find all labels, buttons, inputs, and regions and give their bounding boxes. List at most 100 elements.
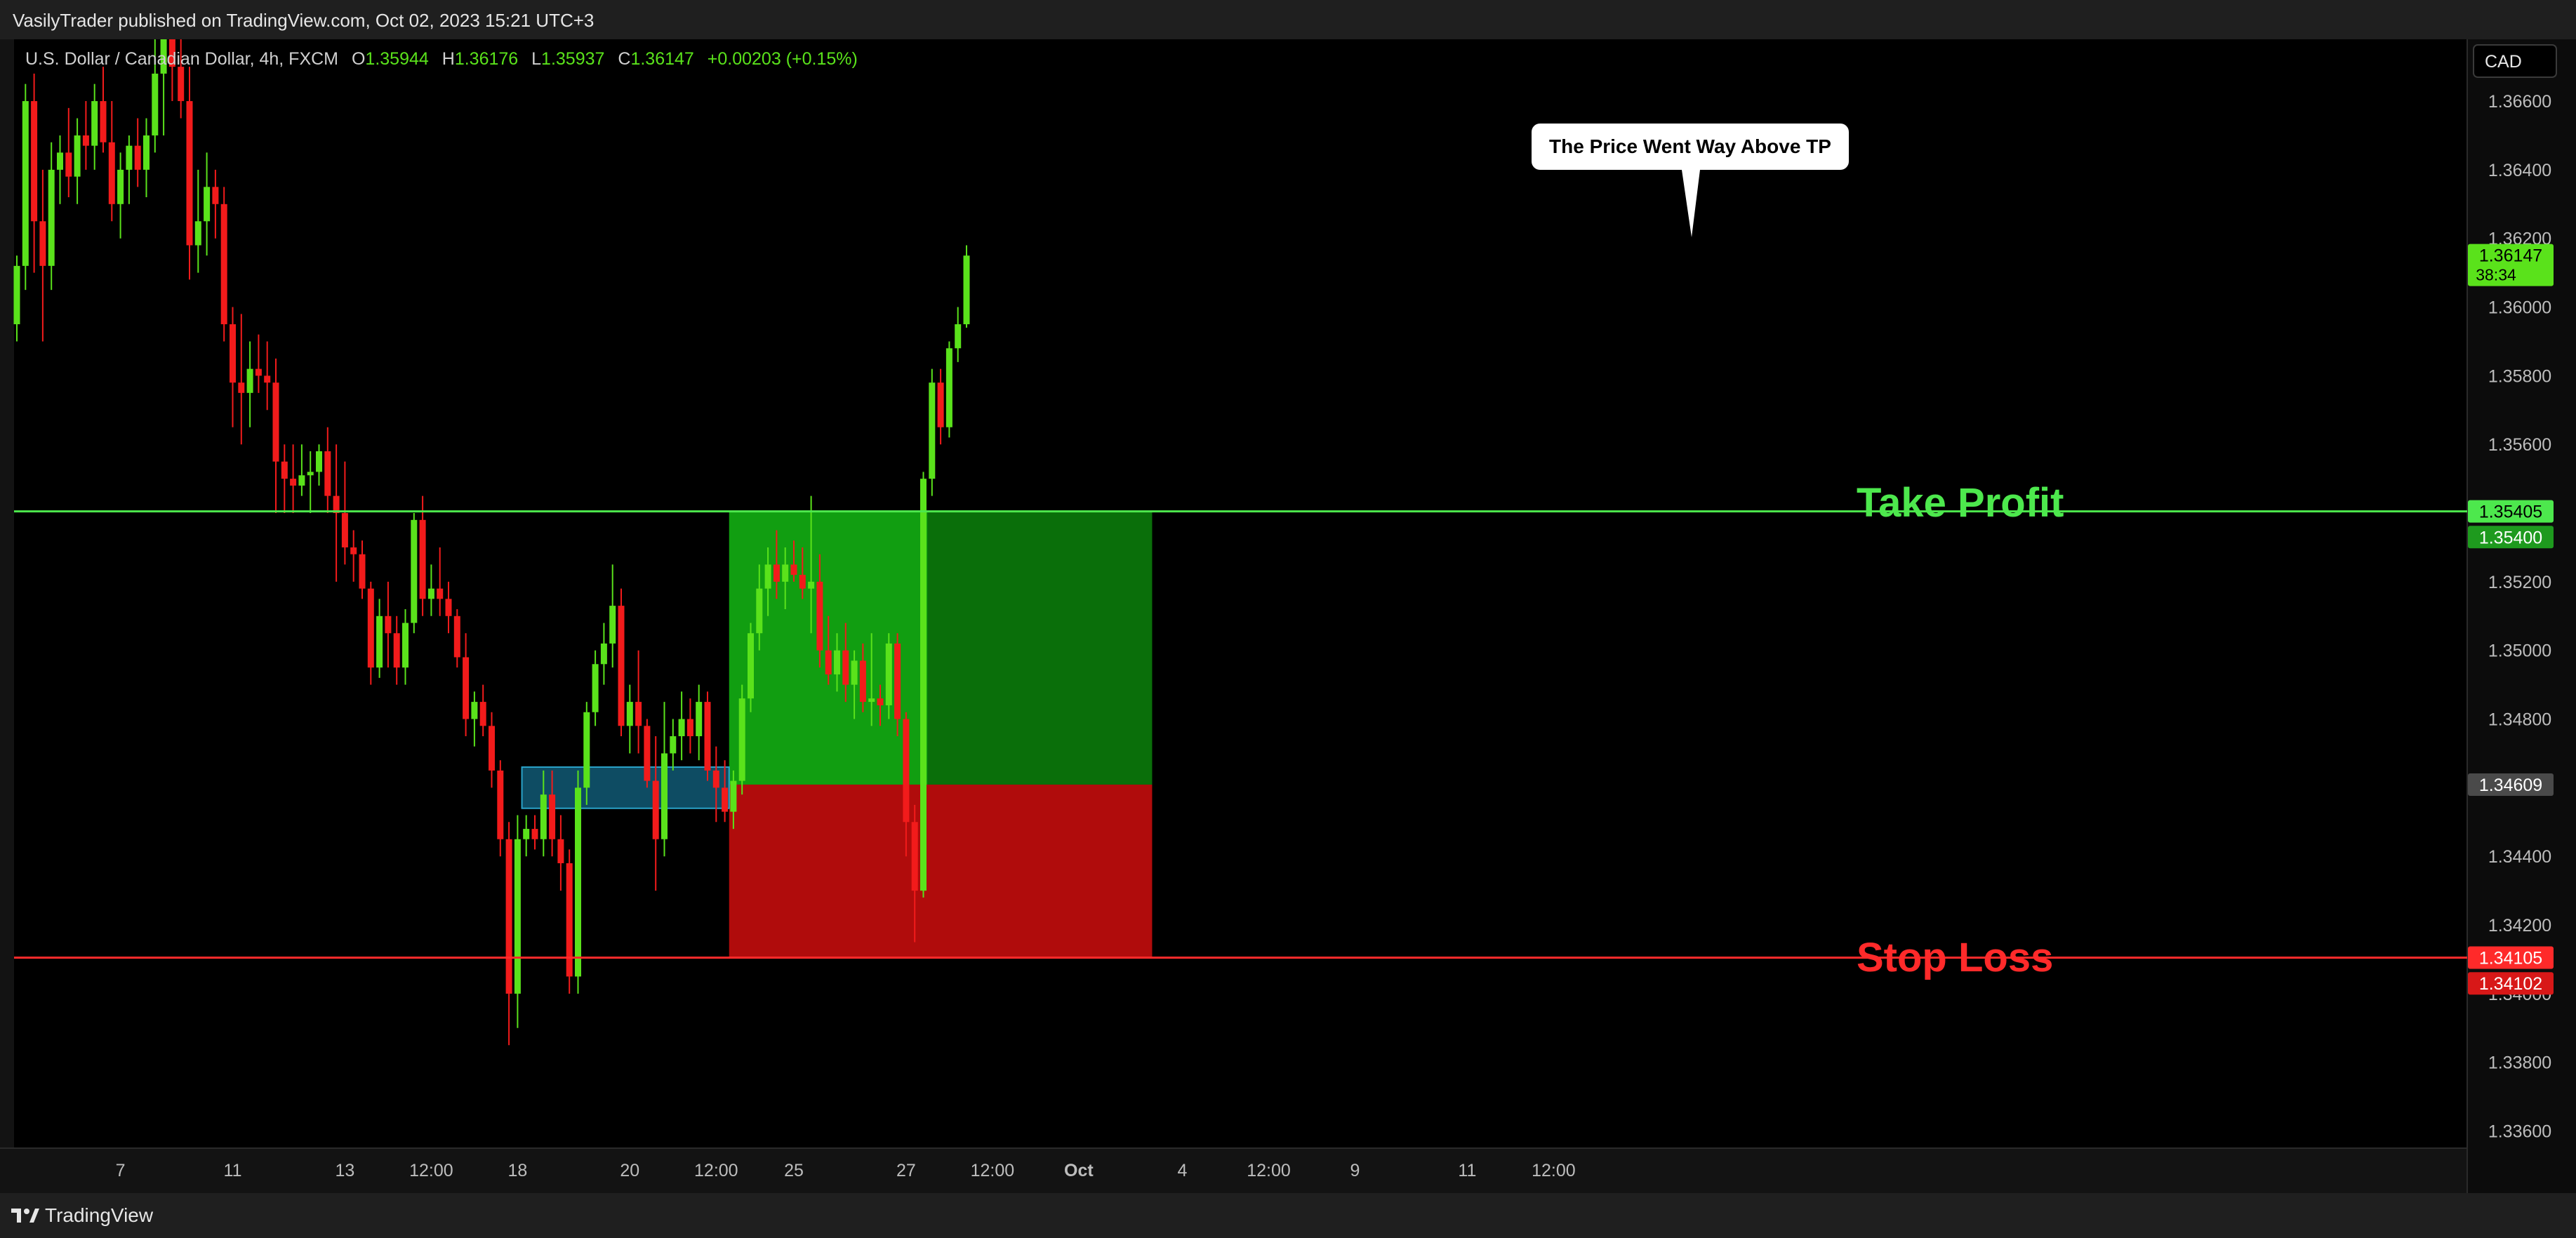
time-tick-label: 11: [224, 1161, 242, 1180]
price-tick-label: 1.36400: [2488, 161, 2551, 180]
candle: [523, 815, 530, 857]
candle-body: [479, 702, 486, 726]
time-tick-label: Oct: [1064, 1161, 1094, 1180]
published-byline: VasilyTrader published on TradingView.co…: [13, 10, 595, 31]
plot-area[interactable]: [14, 39, 2467, 1148]
candle: [945, 341, 952, 438]
close-label: C: [618, 49, 630, 69]
price-label-value: 1.35400: [2479, 528, 2542, 547]
price-tick-label: 1.33800: [2488, 1053, 2551, 1073]
candle-body: [686, 719, 693, 737]
candle-body: [393, 633, 400, 668]
close-value: 1.36147: [630, 49, 693, 69]
candle-body: [764, 564, 771, 589]
candle: [497, 760, 504, 857]
candle-body: [704, 702, 711, 771]
time-tick-label: 11: [1458, 1161, 1476, 1180]
candle: [730, 770, 737, 830]
candle: [359, 540, 366, 599]
candle-body: [678, 719, 685, 737]
candle: [350, 530, 357, 582]
candle: [427, 564, 434, 616]
order-block-zone[interactable]: [521, 766, 730, 809]
candle: [290, 444, 297, 514]
price-label-value: 1.34105: [2479, 949, 2542, 969]
candle: [489, 712, 495, 788]
candle-body: [91, 101, 98, 146]
price-axis[interactable]: [2467, 39, 2576, 1193]
candle: [39, 169, 46, 342]
tradingview-footer: TradingView: [0, 1193, 2576, 1238]
candle-body: [108, 142, 115, 204]
candle: [298, 444, 305, 496]
published-header-bar: VasilyTrader published on TradingView.co…: [0, 0, 2576, 39]
candle: [635, 650, 642, 754]
open-label: O: [352, 49, 365, 69]
candle-body: [22, 101, 29, 266]
low-value: 1.35937: [541, 49, 604, 69]
candle: [782, 547, 789, 610]
candle-body: [834, 650, 840, 674]
candlestick-chart[interactable]: 1.366001.364001.362001.360001.358001.356…: [0, 39, 2576, 1193]
candle-body: [126, 145, 133, 170]
candle-body: [540, 794, 547, 839]
candle-body: [894, 643, 901, 719]
candle-body: [152, 73, 159, 135]
candle-body: [411, 519, 418, 623]
candle: [194, 169, 201, 273]
candle-body: [255, 368, 262, 376]
candle-body: [748, 633, 754, 699]
candle: [678, 691, 685, 761]
candle: [31, 73, 38, 273]
currency-button-box[interactable]: [2473, 44, 2557, 78]
take-profit-zone-reached[interactable]: [927, 511, 1153, 785]
candle: [626, 684, 633, 754]
candle: [74, 118, 81, 204]
candle-body: [359, 554, 366, 589]
candle: [100, 67, 107, 153]
candle: [929, 368, 936, 496]
price-tick-label: 1.35200: [2488, 573, 2551, 592]
candle: [618, 588, 625, 737]
stop-loss-zone[interactable]: [729, 784, 1153, 958]
candle-body: [402, 623, 409, 668]
candle: [600, 623, 607, 685]
level-lines[interactable]: [14, 510, 2467, 959]
candle: [367, 581, 374, 685]
open-value: 1.35944: [365, 49, 428, 69]
candle: [204, 152, 211, 256]
candle-body: [57, 152, 63, 170]
candle-body: [920, 479, 927, 891]
price-label-countdown: 38:34: [2476, 266, 2516, 284]
price-label-value: 1.36147: [2479, 246, 2542, 266]
candle: [937, 368, 944, 445]
candle: [117, 152, 124, 239]
time-tick-label: 4: [1178, 1161, 1188, 1180]
tradingview-logo-icon: [11, 1209, 39, 1223]
candle: [842, 623, 849, 703]
time-tick-label: 25: [784, 1161, 804, 1180]
candle: [126, 135, 133, 204]
candle: [868, 633, 875, 726]
candle-body: [929, 382, 936, 479]
position-zones[interactable]: [521, 511, 1153, 958]
candle: [773, 530, 780, 599]
candle-body: [937, 382, 944, 427]
candle-body: [911, 822, 918, 891]
legend-header[interactable]: U.S. Dollar / Canadian Dollar, 4h, FXCM …: [25, 49, 858, 69]
candle-body: [307, 472, 314, 476]
candle-body: [324, 451, 331, 496]
candle: [324, 427, 331, 514]
candle-body: [575, 787, 581, 977]
currency-button[interactable]: CAD: [2473, 44, 2557, 78]
candle-body: [626, 702, 633, 726]
candle: [341, 461, 348, 565]
callout-bubble[interactable]: The Price Went Way Above TP: [1532, 124, 1849, 237]
candle-body: [281, 461, 288, 479]
price-label-value: 1.34102: [2479, 974, 2542, 994]
candle-body: [290, 479, 297, 486]
candle-body: [220, 204, 227, 325]
candle: [748, 623, 754, 712]
candle-body: [609, 606, 616, 644]
